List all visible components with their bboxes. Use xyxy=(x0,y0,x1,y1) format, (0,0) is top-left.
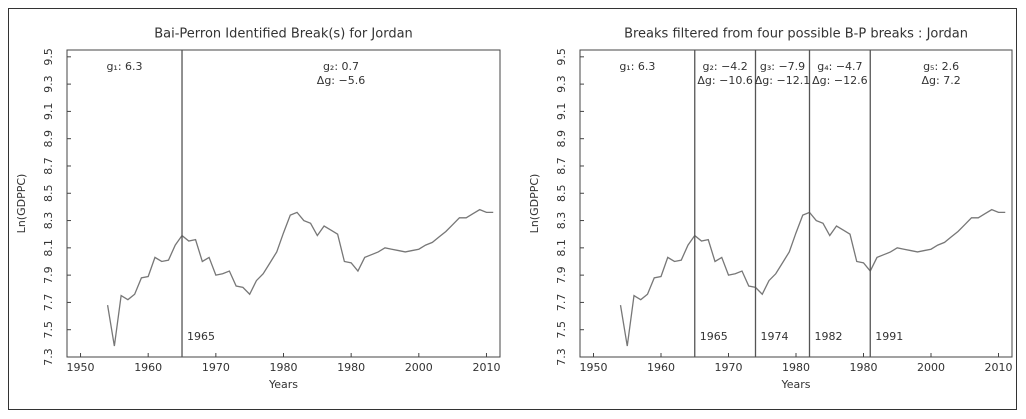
x-axis-label: Years xyxy=(780,378,810,391)
y-axis-label: Ln(GDPPC) xyxy=(528,174,541,234)
break-label: 1991 xyxy=(875,330,903,343)
x-tick-label: 1950 xyxy=(67,361,95,374)
y-tick-label: 7.9 xyxy=(555,266,568,284)
chart-title: Bai-Perron Identified Break(s) for Jorda… xyxy=(154,27,413,42)
y-tick-label: 8.3 xyxy=(42,212,55,230)
frame xyxy=(8,8,1017,410)
break-label: 1974 xyxy=(761,330,789,343)
y-tick-label: 8.5 xyxy=(555,185,568,203)
y-tick-label: 9.1 xyxy=(42,103,55,121)
y-tick-label: 7.3 xyxy=(42,348,55,366)
y-tick-label: 8.3 xyxy=(555,212,568,230)
x-tick-label: 1980 xyxy=(337,361,365,374)
break-label: 1982 xyxy=(815,330,843,343)
y-tick-label: 7.9 xyxy=(42,266,55,284)
x-tick-label: 2010 xyxy=(472,361,500,374)
y-tick-label: 8.5 xyxy=(42,185,55,203)
chart-title: Breaks filtered from four possible B-P b… xyxy=(624,27,968,42)
x-tick-label: 2010 xyxy=(985,361,1013,374)
segment-label: Δg: −10.6 xyxy=(697,74,752,87)
segment-label: g₅: 2.6 xyxy=(923,60,959,73)
x-tick-label: 1970 xyxy=(202,361,230,374)
y-tick-label: 8.9 xyxy=(555,130,568,148)
y-tick-label: 8.7 xyxy=(555,157,568,175)
break-label: 1965 xyxy=(700,330,728,343)
y-tick-label: 7.3 xyxy=(555,348,568,366)
y-tick-label: 8.9 xyxy=(42,130,55,148)
x-tick-label: 1960 xyxy=(134,361,162,374)
y-tick-label: 9.3 xyxy=(555,75,568,93)
data-line xyxy=(106,208,494,347)
x-tick-label: 1970 xyxy=(715,361,743,374)
segment-label: g₄: −4.7 xyxy=(817,60,862,73)
x-tick-label: 1960 xyxy=(647,361,675,374)
y-tick-label: 8.7 xyxy=(42,157,55,175)
y-tick-label: 7.5 xyxy=(42,321,55,339)
y-tick-label: 8.1 xyxy=(42,239,55,257)
x-tick-label: 2000 xyxy=(917,361,945,374)
break-label: 1965 xyxy=(187,330,215,343)
segment-label: g₁: 6.3 xyxy=(106,60,142,73)
y-tick-label: 9.5 xyxy=(42,48,55,65)
x-tick-label: 1980 xyxy=(270,361,298,374)
y-tick-label: 7.7 xyxy=(42,294,55,312)
x-axis-label: Years xyxy=(268,378,298,391)
data-line xyxy=(619,208,1006,347)
x-tick-label: 1980 xyxy=(850,361,878,374)
x-tick-label: 1950 xyxy=(580,361,608,374)
segment-label: g₁: 6.3 xyxy=(619,60,655,73)
y-tick-label: 7.7 xyxy=(555,294,568,312)
y-tick-label: 8.1 xyxy=(555,239,568,257)
y-axis-label: Ln(GDPPC) xyxy=(15,174,28,234)
segment-label: g₃: −7.9 xyxy=(760,60,805,73)
segment-label: Δg: −5.6 xyxy=(317,74,365,87)
y-tick-label: 9.3 xyxy=(42,75,55,93)
segment-label: g₂: −4.2 xyxy=(702,60,747,73)
y-tick-label: 9.1 xyxy=(555,103,568,121)
y-tick-label: 9.5 xyxy=(555,48,568,65)
segment-label: Δg: −12.1 xyxy=(755,74,810,87)
segment-label: Δg: −12.6 xyxy=(812,74,867,87)
plot-area xyxy=(579,49,1013,358)
segment-label: g₂: 0.7 xyxy=(323,60,359,73)
plot-area xyxy=(66,49,501,358)
segment-label: Δg: 7.2 xyxy=(922,74,961,87)
x-tick-label: 2000 xyxy=(405,361,433,374)
x-tick-label: 1980 xyxy=(782,361,810,374)
y-tick-label: 7.5 xyxy=(555,321,568,339)
